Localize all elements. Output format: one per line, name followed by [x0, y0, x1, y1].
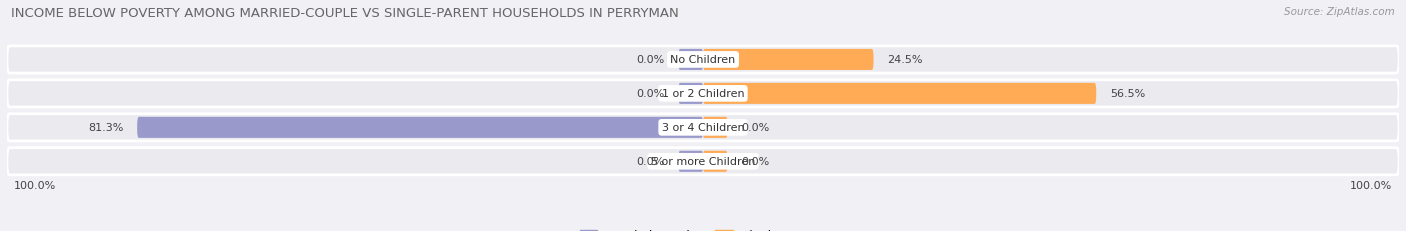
Text: 0.0%: 0.0% — [637, 89, 665, 99]
Text: 5 or more Children: 5 or more Children — [651, 157, 755, 167]
FancyBboxPatch shape — [703, 151, 727, 172]
FancyBboxPatch shape — [703, 83, 1097, 104]
Text: Source: ZipAtlas.com: Source: ZipAtlas.com — [1284, 7, 1395, 17]
FancyBboxPatch shape — [679, 151, 703, 172]
Text: INCOME BELOW POVERTY AMONG MARRIED-COUPLE VS SINGLE-PARENT HOUSEHOLDS IN PERRYMA: INCOME BELOW POVERTY AMONG MARRIED-COUPL… — [11, 7, 679, 20]
Text: No Children: No Children — [671, 55, 735, 65]
FancyBboxPatch shape — [7, 47, 1399, 74]
Text: 1 or 2 Children: 1 or 2 Children — [662, 89, 744, 99]
Text: 100.0%: 100.0% — [1350, 180, 1392, 191]
FancyBboxPatch shape — [138, 117, 703, 138]
FancyBboxPatch shape — [703, 117, 727, 138]
Text: 24.5%: 24.5% — [887, 55, 922, 65]
FancyBboxPatch shape — [679, 83, 703, 104]
Text: 100.0%: 100.0% — [14, 180, 56, 191]
FancyBboxPatch shape — [7, 148, 1399, 175]
FancyBboxPatch shape — [679, 50, 703, 71]
FancyBboxPatch shape — [7, 80, 1399, 107]
Text: 0.0%: 0.0% — [741, 157, 769, 167]
Text: 3 or 4 Children: 3 or 4 Children — [662, 123, 744, 133]
Text: 0.0%: 0.0% — [637, 55, 665, 65]
Text: 81.3%: 81.3% — [89, 123, 124, 133]
FancyBboxPatch shape — [703, 50, 873, 71]
Legend: Married Couples, Single Parents: Married Couples, Single Parents — [575, 224, 831, 231]
Text: 0.0%: 0.0% — [637, 157, 665, 167]
FancyBboxPatch shape — [7, 114, 1399, 141]
Text: 0.0%: 0.0% — [741, 123, 769, 133]
Text: 56.5%: 56.5% — [1111, 89, 1146, 99]
